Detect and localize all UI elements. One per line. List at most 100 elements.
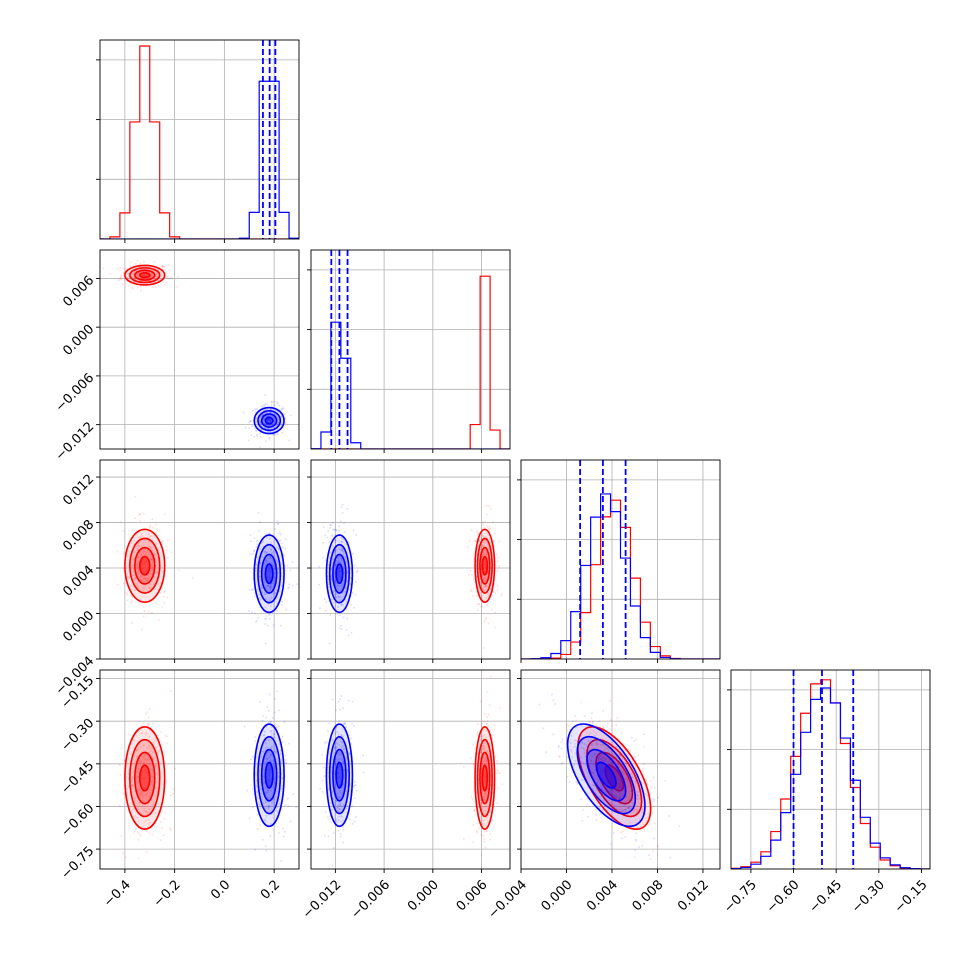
scatter-point bbox=[161, 265, 164, 268]
scatter-point bbox=[663, 779, 666, 782]
scatter-point bbox=[139, 513, 142, 516]
scatter-point bbox=[160, 730, 163, 733]
scatter-point bbox=[552, 699, 555, 702]
scatter-point bbox=[129, 261, 132, 264]
scatter-point bbox=[538, 703, 541, 706]
scatter-point bbox=[489, 675, 492, 678]
density-fill bbox=[567, 724, 645, 827]
scatter-point bbox=[265, 716, 268, 719]
scatter-point bbox=[552, 733, 555, 736]
scatter-point bbox=[257, 616, 260, 619]
scatter-point bbox=[587, 722, 590, 725]
scatter-point bbox=[482, 834, 485, 837]
scatter-point bbox=[486, 817, 489, 820]
scatter-point bbox=[606, 790, 609, 793]
scatter-point bbox=[482, 745, 485, 748]
scatter-point bbox=[271, 802, 274, 805]
scatter-point bbox=[127, 733, 130, 736]
panel-content bbox=[100, 670, 299, 869]
scatter-point bbox=[638, 797, 641, 800]
scatter-point bbox=[478, 743, 481, 746]
x-tick-label: −0.15 bbox=[892, 877, 931, 916]
scatter-point bbox=[163, 268, 166, 271]
scatter-point bbox=[165, 276, 168, 279]
scatter-point bbox=[601, 784, 604, 787]
scatter-point bbox=[341, 707, 344, 710]
scatter-point bbox=[264, 787, 267, 790]
x-tick-label: −0.60 bbox=[764, 877, 803, 916]
scatter-point bbox=[269, 419, 272, 422]
scatter-point bbox=[269, 585, 272, 588]
scatter-point bbox=[483, 796, 486, 799]
scatter-point bbox=[264, 791, 267, 794]
scatter-point bbox=[163, 590, 166, 593]
scatter-point bbox=[269, 570, 272, 573]
scatter-point bbox=[163, 601, 166, 604]
scatter-point bbox=[140, 745, 143, 748]
panel-frame bbox=[730, 669, 931, 870]
scatter-point bbox=[150, 775, 153, 778]
scatter-point bbox=[168, 263, 171, 266]
scatter-point bbox=[144, 758, 147, 761]
scatter-point bbox=[624, 749, 627, 752]
scatter-point bbox=[276, 739, 279, 742]
scatter-point bbox=[275, 690, 278, 693]
scatter-point bbox=[130, 542, 133, 545]
scatter-point bbox=[134, 577, 137, 580]
scatter-point bbox=[615, 738, 618, 741]
scatter-point bbox=[268, 693, 271, 696]
scatter-point bbox=[324, 559, 327, 562]
contour-line-series-0 bbox=[481, 764, 489, 792]
scatter-point bbox=[268, 771, 271, 774]
scatter-point bbox=[596, 743, 599, 746]
scatter-point bbox=[161, 606, 164, 609]
scatter-point bbox=[259, 824, 262, 827]
scatter-point bbox=[591, 772, 594, 775]
scatter-point bbox=[339, 624, 342, 627]
scatter-point bbox=[338, 560, 341, 563]
scatter-point bbox=[585, 744, 588, 747]
scatter-point bbox=[467, 573, 470, 576]
scatter-point bbox=[631, 793, 634, 796]
scatter-point bbox=[603, 777, 606, 780]
scatter-point bbox=[295, 806, 298, 809]
scatter-point bbox=[337, 567, 340, 570]
scatter-point bbox=[136, 831, 139, 834]
scatter-point bbox=[623, 772, 626, 775]
scatter-point bbox=[150, 781, 153, 784]
scatter-point bbox=[462, 765, 465, 768]
scatter-point bbox=[166, 742, 169, 745]
y-tick-label: 0.006 bbox=[60, 273, 97, 310]
scatter-point bbox=[487, 593, 490, 596]
scatter-point bbox=[264, 617, 267, 620]
scatter-point bbox=[342, 551, 345, 554]
scatter-point bbox=[248, 421, 251, 424]
scatter-point bbox=[330, 809, 333, 812]
scatter-point bbox=[143, 548, 146, 551]
scatter-point bbox=[163, 512, 166, 515]
scatter-point bbox=[150, 564, 153, 567]
x-tick-label: −0.30 bbox=[849, 877, 888, 916]
scatter-point bbox=[491, 819, 494, 822]
scatter-point bbox=[125, 282, 128, 285]
scatter-point bbox=[152, 722, 155, 725]
scatter-point bbox=[268, 424, 271, 427]
scatter-point bbox=[586, 797, 589, 800]
scatter-point bbox=[617, 786, 620, 789]
scatter-point bbox=[253, 549, 256, 552]
scatter-point bbox=[269, 779, 272, 782]
scatter-point bbox=[142, 804, 145, 807]
scatter-point bbox=[351, 722, 354, 725]
scatter-point bbox=[498, 556, 501, 559]
scatter-point bbox=[134, 827, 137, 830]
scatter-point bbox=[276, 519, 279, 522]
scatter-point bbox=[574, 760, 577, 763]
scatter-point bbox=[629, 827, 632, 830]
scatter-point bbox=[334, 758, 337, 761]
contour-line-series-1 bbox=[264, 416, 274, 425]
scatter-point bbox=[249, 758, 252, 761]
scatter-point bbox=[149, 524, 152, 527]
scatter-point bbox=[259, 575, 262, 578]
scatter-point bbox=[123, 759, 126, 762]
panel-content bbox=[521, 670, 720, 869]
